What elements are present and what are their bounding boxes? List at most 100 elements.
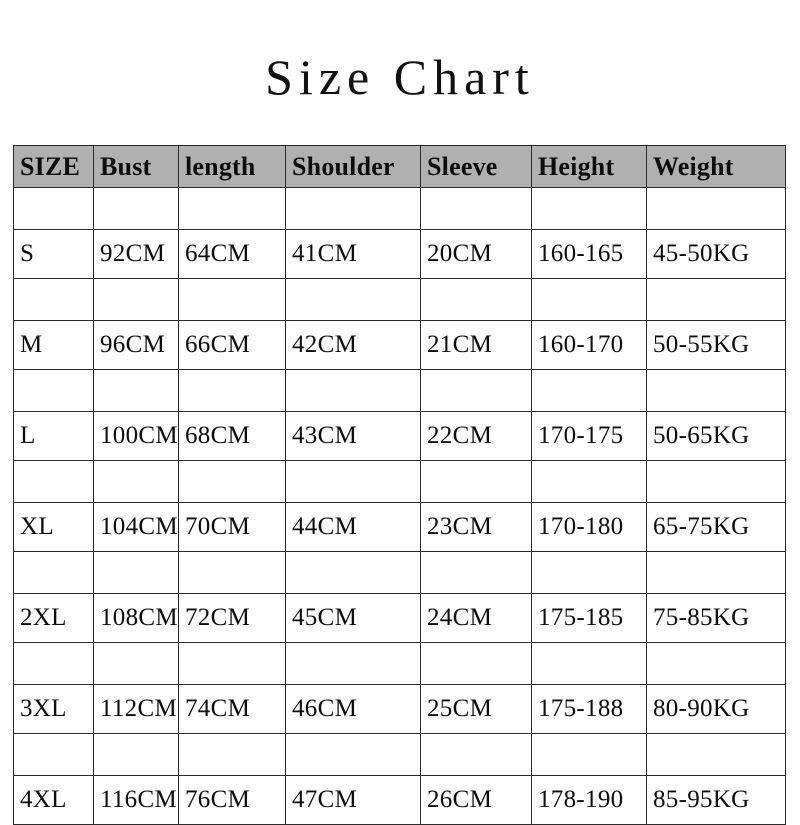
cell-weight: 65-75KG — [646, 502, 786, 552]
table-spacer-cell-bust — [93, 278, 179, 321]
table-spacer-cell-length — [178, 642, 286, 685]
table-spacer-cell-height — [531, 187, 647, 230]
cell-length: 68CM — [178, 411, 286, 461]
cell-height: 178-190 — [531, 775, 647, 825]
cell-size: 3XL — [13, 684, 94, 734]
table-spacer-cell-weight — [646, 733, 786, 776]
page-title: Size Chart — [265, 49, 535, 105]
cell-height: 170-180 — [531, 502, 647, 552]
cell-weight: 50-55KG — [646, 320, 786, 370]
table-row: XL 104CM 70CM 44CM 23CM 170-180 65-75KG — [13, 502, 786, 552]
column-header-size: SIZE — [13, 145, 94, 188]
cell-shoulder: 43CM — [285, 411, 421, 461]
table-spacer-cell-sleeve — [420, 551, 532, 594]
cell-length: 64CM — [178, 229, 286, 279]
table-spacer-cell-height — [531, 460, 647, 503]
table-spacer-cell-sleeve — [420, 369, 532, 412]
cell-height: 160-170 — [531, 320, 647, 370]
cell-length: 76CM — [178, 775, 286, 825]
table-spacer-cell-sleeve — [420, 460, 532, 503]
table-spacer-cell-bust — [93, 733, 179, 776]
cell-size: XL — [13, 502, 94, 552]
cell-height: 160-165 — [531, 229, 647, 279]
cell-bust: 92CM — [93, 229, 179, 279]
table-spacer-cell-weight — [646, 642, 786, 685]
cell-length: 72CM — [178, 593, 286, 643]
column-header-shoulder: Shoulder — [285, 145, 421, 188]
cell-length: 74CM — [178, 684, 286, 734]
table-spacer-cell-sleeve — [420, 278, 532, 321]
table-row: S 92CM 64CM 41CM 20CM 160-165 45-50KG — [13, 229, 786, 279]
cell-size: 2XL — [13, 593, 94, 643]
cell-shoulder: 41CM — [285, 229, 421, 279]
table-spacer-cell-weight — [646, 187, 786, 230]
table-spacer-cell-size — [13, 369, 94, 412]
table-spacer-cell-length — [178, 187, 286, 230]
size-table: SIZE Bust length Shoulder Sleeve Height … — [13, 145, 786, 825]
table-spacer-cell-size — [13, 733, 94, 776]
cell-sleeve: 25CM — [420, 684, 532, 734]
table-spacer-row — [13, 642, 786, 685]
table-row: M 96CM 66CM 42CM 21CM 160-170 50-55KG — [13, 320, 786, 370]
cell-size: S — [13, 229, 94, 279]
table-spacer-row — [13, 733, 786, 776]
cell-bust: 116CM — [93, 775, 179, 825]
size-table-body: S 92CM 64CM 41CM 20CM 160-165 45-50KG M 96CM 66C… — [13, 187, 786, 825]
table-spacer-row — [13, 278, 786, 321]
column-header-weight: Weight — [646, 145, 786, 188]
column-header-height: Height — [531, 145, 647, 188]
table-spacer-cell-length — [178, 460, 286, 503]
size-table-container: SIZE Bust length Shoulder Sleeve Height … — [13, 145, 786, 825]
table-row: 3XL 112CM 74CM 46CM 25CM 175-188 80-90KG — [13, 684, 786, 734]
table-spacer-cell-weight — [646, 278, 786, 321]
table-spacer-cell-size — [13, 278, 94, 321]
cell-height: 175-188 — [531, 684, 647, 734]
table-spacer-row — [13, 187, 786, 230]
cell-bust: 100CM — [93, 411, 179, 461]
table-row: 4XL 116CM 76CM 47CM 26CM 178-190 85-95KG — [13, 775, 786, 825]
cell-shoulder: 44CM — [285, 502, 421, 552]
table-spacer-cell-shoulder — [285, 278, 421, 321]
cell-weight: 75-85KG — [646, 593, 786, 643]
table-spacer-cell-length — [178, 733, 286, 776]
table-spacer-cell-shoulder — [285, 551, 421, 594]
table-spacer-row — [13, 369, 786, 412]
table-spacer-cell-height — [531, 733, 647, 776]
cell-shoulder: 45CM — [285, 593, 421, 643]
column-header-length: length — [178, 145, 286, 188]
table-row: L 100CM 68CM 43CM 22CM 170-175 50-65KG — [13, 411, 786, 461]
table-spacer-cell-shoulder — [285, 369, 421, 412]
table-spacer-cell-bust — [93, 369, 179, 412]
table-spacer-row — [13, 460, 786, 503]
column-header-sleeve: Sleeve — [420, 145, 532, 188]
table-spacer-cell-size — [13, 460, 94, 503]
cell-size: L — [13, 411, 94, 461]
table-spacer-cell-bust — [93, 642, 179, 685]
cell-length: 70CM — [178, 502, 286, 552]
cell-sleeve: 26CM — [420, 775, 532, 825]
table-spacer-cell-length — [178, 278, 286, 321]
size-table-header: SIZE Bust length Shoulder Sleeve Height … — [13, 145, 786, 188]
table-spacer-cell-weight — [646, 460, 786, 503]
table-spacer-cell-size — [13, 642, 94, 685]
table-spacer-cell-shoulder — [285, 733, 421, 776]
cell-shoulder: 42CM — [285, 320, 421, 370]
cell-size: 4XL — [13, 775, 94, 825]
cell-shoulder: 46CM — [285, 684, 421, 734]
table-spacer-cell-sleeve — [420, 642, 532, 685]
table-spacer-cell-size — [13, 551, 94, 594]
table-spacer-row — [13, 551, 786, 594]
table-spacer-cell-height — [531, 369, 647, 412]
cell-weight: 50-65KG — [646, 411, 786, 461]
cell-height: 175-185 — [531, 593, 647, 643]
table-spacer-cell-shoulder — [285, 642, 421, 685]
cell-sleeve: 23CM — [420, 502, 532, 552]
cell-bust: 112CM — [93, 684, 179, 734]
table-spacer-cell-shoulder — [285, 187, 421, 230]
table-spacer-cell-sleeve — [420, 733, 532, 776]
column-header-bust: Bust — [93, 145, 179, 188]
cell-bust: 96CM — [93, 320, 179, 370]
cell-sleeve: 20CM — [420, 229, 532, 279]
cell-bust: 104CM — [93, 502, 179, 552]
cell-length: 66CM — [178, 320, 286, 370]
